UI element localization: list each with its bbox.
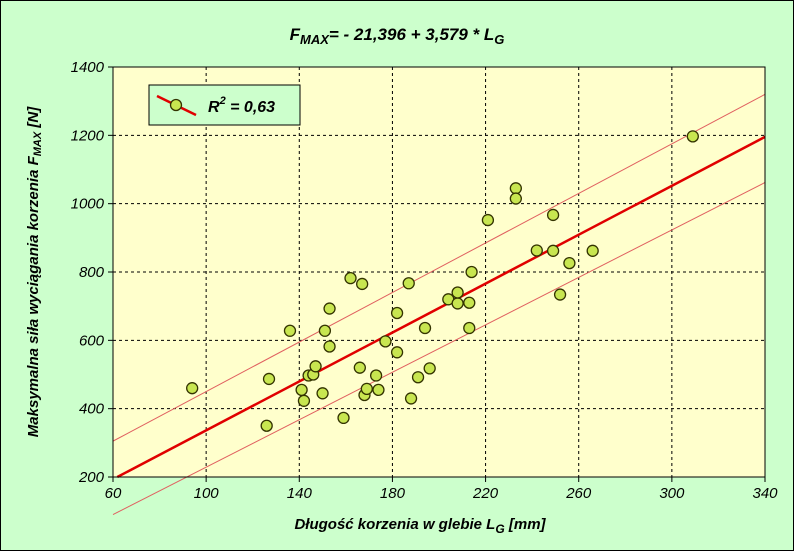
data-point [337,411,350,425]
confidence-band-upper [112,93,766,442]
data-point [360,382,373,396]
data-point [423,362,436,375]
y-axis-label-sub: MAX [32,131,44,156]
data-point [451,286,464,299]
x-tick-label: 340 [752,485,778,502]
x-tick-label: 60 [105,485,122,502]
fit-line [116,135,766,479]
fit-line-group [116,135,766,479]
title-rhs-sub: G [494,32,504,47]
title-rhs: = - 21,396 + 3,579 * L [329,25,494,44]
y-tick-label: 1200 [71,127,105,144]
data-point [372,383,385,397]
title-lhs: F [290,25,301,44]
data-point [563,256,576,270]
y-axis-label-tail: [N] [25,106,42,132]
data-point [481,213,495,227]
data-point [404,392,418,405]
legend-label-main: R [208,99,220,116]
confidence-band [112,93,766,516]
data-point [186,382,199,395]
x-axis-label-sub: G [495,522,504,536]
legend-label-sup: 2 [219,95,226,107]
y-tick-label: 200 [78,469,105,486]
data-point [546,244,560,257]
data-point [323,302,336,315]
data-point [356,277,369,291]
data-point [316,387,329,400]
y-tick-label: 800 [79,264,105,281]
legend-label: R2 = 0,63 [208,95,275,116]
data-point [509,192,522,205]
data-point [318,324,332,337]
grid [108,66,766,482]
x-axis-label: Długość korzenia w glebie LG [mm] [294,516,546,536]
data-point [390,306,404,320]
data-point [418,321,432,335]
x-tick-label: 220 [472,485,499,502]
data-point [402,277,415,290]
data-point [295,383,308,397]
x-tick-label: 140 [287,485,313,502]
data-point [323,340,336,353]
data-point [309,360,322,373]
chart-title: FMAX= - 21,396 + 3,579 * LG [290,25,505,47]
data-point [586,244,599,257]
title-lhs-sub: MAX [300,32,330,47]
data-point [369,369,383,382]
legend-marker-swatch [169,98,183,112]
data-point [353,361,366,374]
data-point [344,271,357,285]
data-point [260,419,273,432]
legend-label-tail: = 0,63 [226,99,275,116]
y-tick-label: 1400 [71,59,105,76]
data-points [186,130,699,432]
y-tick-label: 600 [79,332,105,349]
x-tick-labels: 60 100 140 180 220 260 300 340 [105,485,779,502]
x-tick-label: 260 [565,485,592,502]
data-point [686,130,699,143]
confidence-band-lower [112,182,766,516]
y-axis-label-main: Maksymalna siła wyciągania korzenia F [25,155,42,437]
data-point [379,335,392,348]
legend: R2 = 0,63 [148,84,301,126]
data-point [530,244,543,257]
y-tick-label: 400 [79,401,105,418]
data-point [390,346,404,359]
data-point [297,394,311,407]
y-axis-label: Maksymalna siła wyciągania korzenia FMAX… [25,106,44,437]
data-point [262,372,276,386]
x-tick-label: 100 [194,485,220,502]
data-point [553,288,567,301]
x-tick-label: 300 [659,485,685,502]
data-point [411,371,425,384]
data-point [546,208,560,222]
y-tick-labels: 200 400 600 800 1000 1200 1400 [71,59,105,486]
data-point [463,296,476,309]
data-point [463,321,476,335]
data-point [283,324,297,337]
plot-border [112,66,766,478]
x-axis-label-main: Długość korzenia w glebie L [294,516,495,533]
x-tick-label: 180 [380,485,406,502]
x-axis-label-tail: [mm] [505,516,547,533]
data-point [451,297,464,310]
y-tick-label: 1000 [71,196,105,213]
data-point [465,265,478,279]
data-point [509,182,522,195]
